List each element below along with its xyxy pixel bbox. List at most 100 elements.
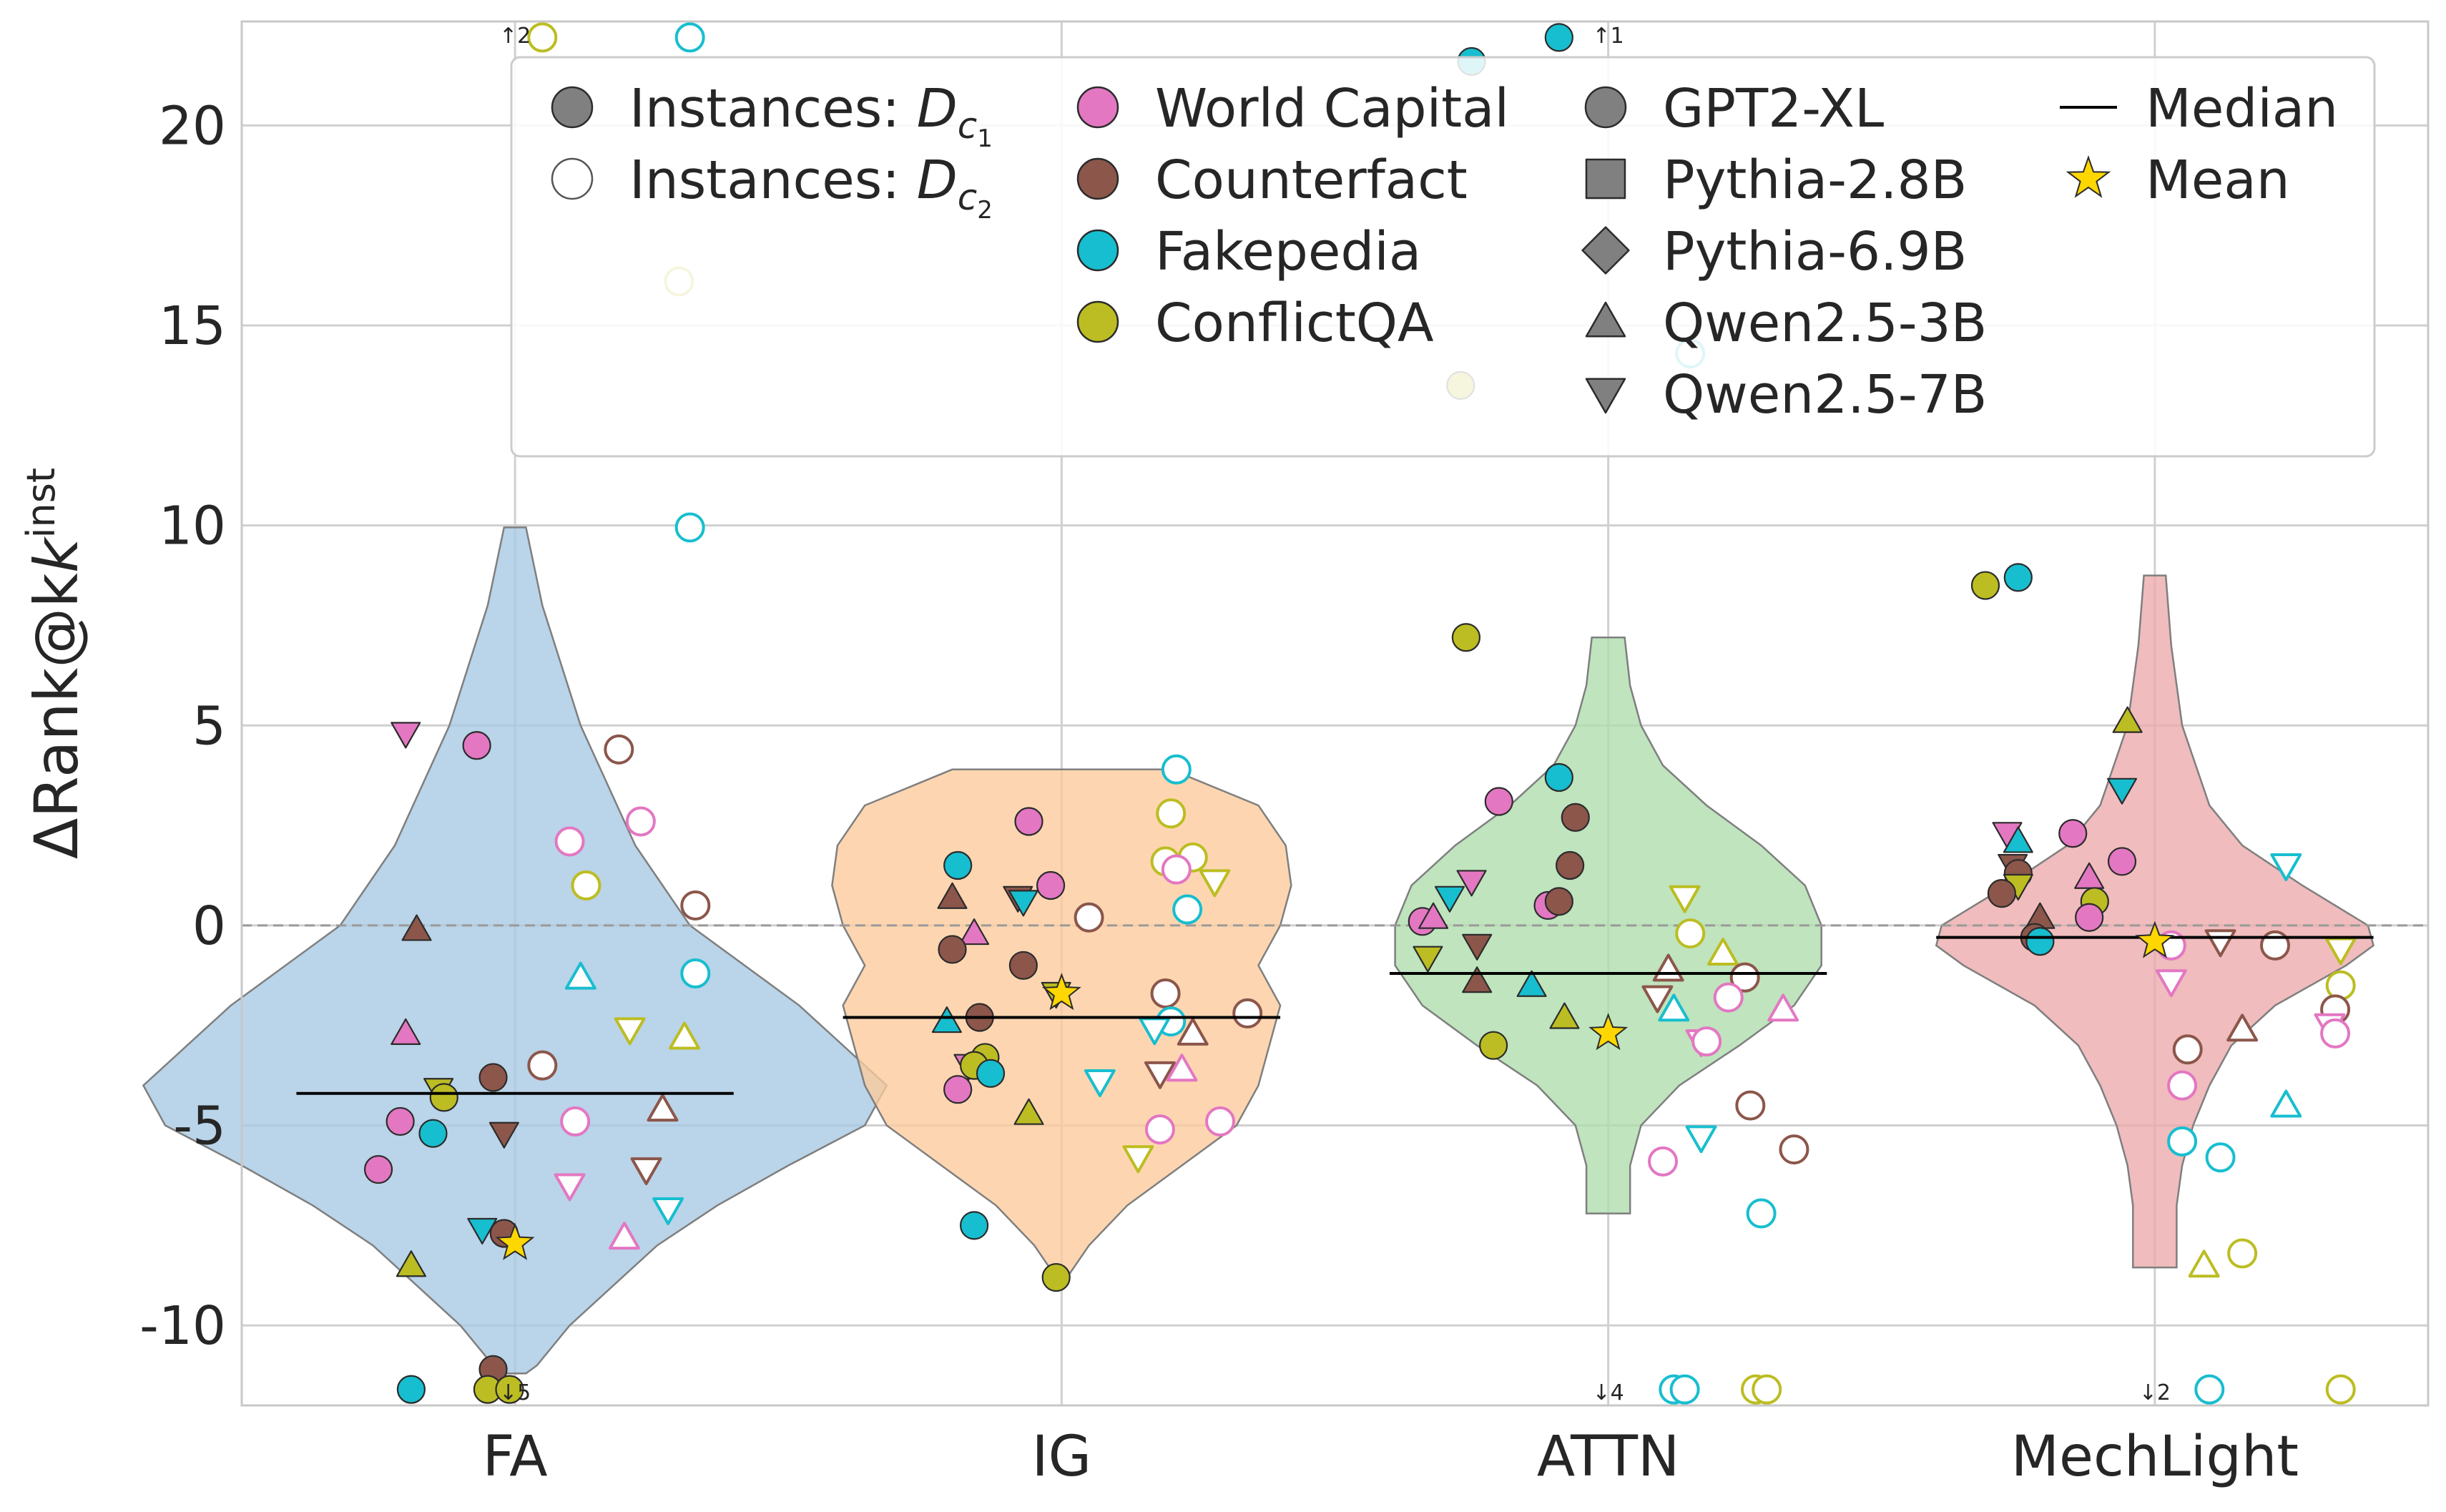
legend-circle-icon (1076, 300, 1119, 343)
legend-box (510, 56, 2376, 458)
point-counterfact-triangle-down (488, 1121, 519, 1149)
point-conflictqa-circle (1970, 571, 2000, 600)
point-counterfact-circle (1729, 962, 1760, 993)
point-counterfact-circle (478, 1063, 508, 1092)
point-counterfact-triangle-up (401, 914, 432, 941)
point-world-capital-triangle-up (1767, 993, 1799, 1022)
point-conflictqa-circle (571, 870, 601, 900)
point-fakepedia-circle (2003, 563, 2033, 592)
point-world-capital-circle (560, 1106, 591, 1137)
point-world-capital-circle (462, 731, 491, 760)
point-counterfact-circle (527, 1050, 558, 1081)
point-fakepedia-triangle-down (1008, 890, 1038, 917)
point-fakepedia-circle (396, 1375, 426, 1404)
point-world-capital-circle (363, 1154, 393, 1184)
point-world-capital-circle (2320, 1018, 2351, 1049)
mean-star-ig (1041, 973, 1081, 1011)
legend-circle-icon (1584, 86, 1627, 129)
point-conflictqa-triangle-up (1707, 938, 1739, 966)
point-counterfact-triangle-up (937, 882, 968, 909)
legend-item: Mean (2066, 149, 2290, 211)
point-conflictqa-triangle-down (614, 1017, 646, 1046)
median-mean-markers (296, 921, 2374, 1260)
point-fakepedia-circle (2025, 927, 2055, 956)
x-tick-label: FA (483, 1425, 548, 1489)
y-tick-label: 15 (159, 295, 226, 357)
legend-label: World Capital (1155, 78, 1509, 139)
y-tick-label: 0 (192, 895, 226, 957)
point-fakepedia-triangle-up (1658, 993, 1690, 1022)
point-world-capital-circle (1648, 1146, 1679, 1177)
point-fakepedia-circle (1544, 23, 1573, 52)
mean-star-fa (495, 1222, 535, 1260)
point-world-capital-triangle-up (609, 1222, 640, 1250)
point-world-capital-triangle-down (1456, 870, 1487, 897)
point-fakepedia-triangle-up (564, 961, 596, 990)
point-fakepedia-circle (976, 1059, 1006, 1088)
point-world-capital-circle (1205, 1106, 1236, 1137)
legend-label: Pythia-6.9B (1663, 221, 1967, 283)
point-conflictqa-triangle-down (1669, 885, 1701, 913)
point-counterfact-triangle-down (1641, 985, 1674, 1013)
point-fakepedia-circle (418, 1119, 448, 1148)
legend-item: Qwen2.5-7B (1585, 364, 1987, 426)
point-fakepedia-triangle-up (1516, 970, 1547, 997)
point-conflictqa-circle (1479, 1031, 1508, 1060)
point-fakepedia-circle (1669, 1374, 1700, 1405)
point-conflictqa-triangle-up (396, 1250, 426, 1277)
legend-item: Pythia-6.9B (1581, 221, 1967, 283)
point-fakepedia-triangle-up (931, 1006, 962, 1034)
point-fakepedia-triangle-down (652, 1197, 684, 1225)
legend-diamond-icon (1581, 226, 1630, 275)
legend-label: GPT2-XL (1663, 78, 1884, 139)
overflow-bottom-count: ↓5 (499, 1380, 531, 1405)
x-tick-label: IG (1032, 1425, 1091, 1489)
violin-ig (831, 768, 1292, 1279)
point-conflictqa-triangle-up (2112, 706, 2143, 733)
point-counterfact-circle (2260, 930, 2291, 961)
point-counterfact-triangle-down (630, 1157, 662, 1185)
point-fakepedia-circle (2167, 1126, 2198, 1157)
point-fakepedia-triangle-up (2003, 826, 2033, 853)
legend-item: Qwen2.5-3B (1585, 293, 1987, 354)
point-fakepedia-circle (1746, 1198, 1777, 1229)
mean-star-attn (1588, 1013, 1629, 1051)
y-tick-label: 5 (192, 695, 226, 757)
overflow-bottom-count: ↓4 (1593, 1380, 1624, 1405)
point-world-capital-circle (1036, 870, 1066, 900)
point-counterfact-triangle-down (1462, 933, 1493, 961)
point-conflictqa-circle (1675, 918, 1706, 949)
point-world-capital-circle (2058, 819, 2088, 848)
legend-square-icon (1585, 158, 1626, 200)
point-fakepedia-circle (680, 958, 711, 989)
point-conflictqa-triangle-up (1549, 1002, 1580, 1029)
point-fakepedia-circle (1544, 762, 1573, 792)
legend-circle-icon (1076, 86, 1119, 129)
point-counterfact-triangle-down (1144, 1061, 1176, 1089)
point-fakepedia-circle (674, 512, 705, 543)
point-world-capital-circle (1484, 787, 1513, 816)
legend-label: Qwen2.5-7B (1663, 364, 1987, 426)
point-counterfact-triangle-up (1462, 966, 1493, 993)
point-world-capital-circle (2107, 847, 2137, 876)
point-fakepedia-triangle-down (2106, 777, 2138, 805)
overflow-counts: ↑2 ↓5 ↑1 ↓4 ↓2 (499, 24, 2171, 1405)
point-world-capital-circle (1713, 982, 1744, 1013)
legend-triangle-up-icon (1585, 301, 1626, 338)
x-tick-label: ATTN (1537, 1425, 1680, 1489)
point-world-capital-circle (1161, 854, 1192, 885)
x-tick-label: MechLight (2011, 1425, 2299, 1489)
point-fakepedia-triangle-up (2270, 1089, 2302, 1118)
legend-label: ConflictQA (1155, 293, 1434, 354)
legend-item: Fakepedia (1076, 221, 1421, 283)
point-world-capital-circle (1691, 1026, 1722, 1057)
legend-item: ConflictQA (1076, 293, 1434, 354)
instance-points (363, 22, 2357, 1405)
point-counterfact-circle (1544, 887, 1573, 916)
point-fakepedia-circle (674, 22, 705, 53)
point-world-capital-circle (625, 806, 656, 837)
point-world-capital-triangle-down (391, 722, 421, 749)
